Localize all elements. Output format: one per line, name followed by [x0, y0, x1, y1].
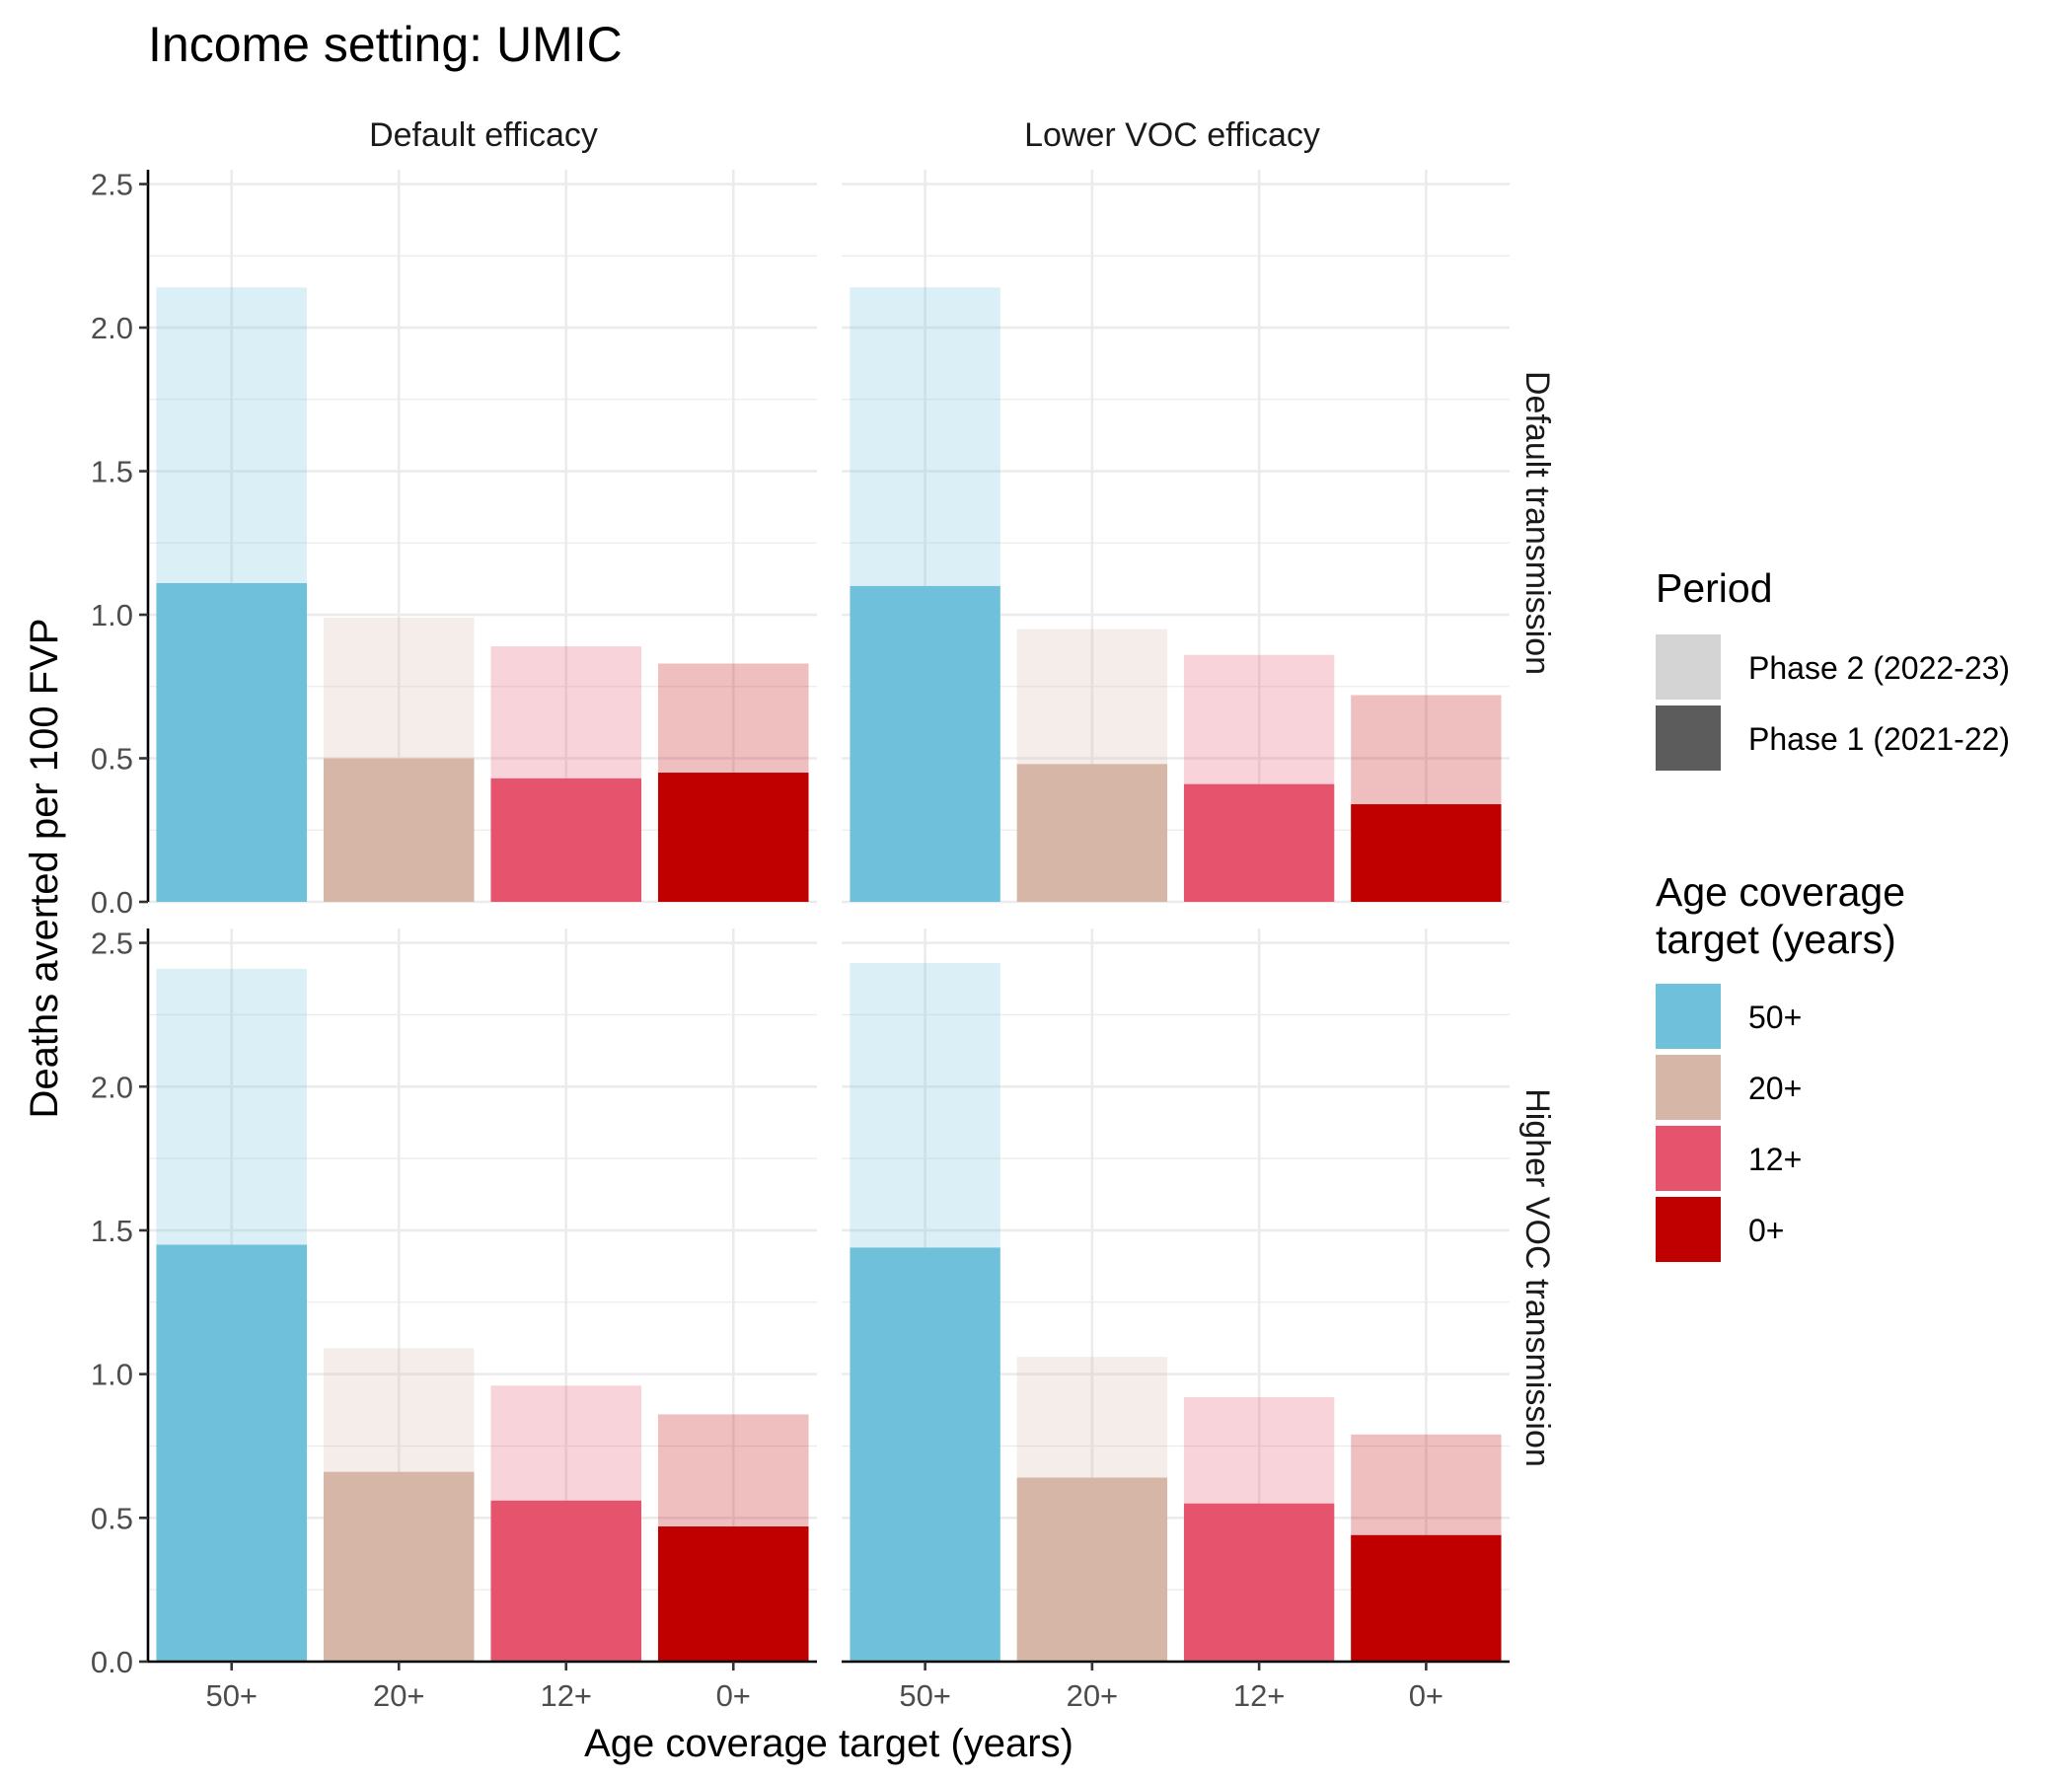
- bar-phase1-12plus: [1183, 1503, 1335, 1662]
- x-tick-label: 12+: [540, 1678, 592, 1713]
- legend-key-period-1: [1656, 634, 1721, 700]
- facet-col-label-default-efficacy: Default efficacy: [369, 116, 598, 154]
- legend-title-period: Period: [1656, 565, 1773, 611]
- chart-title: Income setting: UMIC: [148, 17, 623, 72]
- bar-phase1-50plus: [850, 1247, 1000, 1662]
- y-tick-label: 2.5: [91, 168, 133, 202]
- bar-phase1-12plus: [490, 778, 642, 902]
- legend-key-age-12plus: [1656, 1126, 1721, 1191]
- x-tick-label: 0+: [716, 1678, 751, 1713]
- bar-phase1-12plus: [490, 1500, 642, 1662]
- facet-row-label-higher-voc-transmission: Higher VOC transmission: [1518, 1088, 1556, 1467]
- y-tick-label: 1.5: [91, 1214, 133, 1248]
- panel-2: 0.0 0.5 1.0 1.5 2.0 2.5 50+ 20+ 12+ 0+: [91, 927, 817, 1713]
- y-tick-label: 0.0: [91, 1645, 133, 1679]
- bar-phase1-20plus: [323, 758, 475, 902]
- legend-key-age-0plus: [1656, 1197, 1721, 1262]
- y-tick-label: 1.5: [91, 455, 133, 489]
- bar-phase1-20plus: [1016, 1477, 1168, 1662]
- y-tick-label: 0.5: [91, 742, 133, 777]
- legend-label-age-12plus: 12+: [1748, 1142, 1802, 1177]
- bar-phase1-50plus: [156, 583, 308, 902]
- legend-key-age-50plus: [1656, 984, 1721, 1049]
- panel-1: [842, 170, 1510, 904]
- legend-label-age-50plus: 50+: [1748, 1000, 1802, 1035]
- legend-title-age-line1: Age coverage: [1656, 869, 1905, 915]
- legend-title-age-line2: target (years): [1656, 917, 1896, 962]
- legend-key-period-2: [1656, 705, 1721, 771]
- legend-key-age-20plus: [1656, 1055, 1721, 1120]
- facet-col-label-lower-voc-efficacy: Lower VOC efficacy: [1024, 116, 1320, 154]
- bar-phase1-0plus: [657, 1526, 809, 1662]
- y-tick-label: 2.0: [91, 311, 133, 345]
- x-tick-label: 50+: [899, 1678, 951, 1713]
- bar-phase1-12plus: [1183, 783, 1335, 902]
- legend: Period Phase 2 (2022-23) Phase 1 (2021-22)…: [1656, 565, 2010, 1262]
- panels-layer: 0.0 0.5 1.0 1.5 2.0 2.5 0.0 0.5 1.0 1.5 2.0 2.5 50+ 2…: [91, 168, 1510, 1713]
- panel-3: 50+ 20+ 12+ 0+: [842, 928, 1510, 1713]
- x-tick-label: 20+: [1067, 1678, 1119, 1713]
- panel-0: 0.0 0.5 1.0 1.5 2.0 2.5: [91, 168, 817, 920]
- y-tick-label: 0.5: [91, 1501, 133, 1535]
- x-tick-label: 20+: [373, 1678, 425, 1713]
- y-tick-label: 2.5: [91, 927, 133, 961]
- y-axis-title: Deaths averted per 100 FVP: [23, 619, 66, 1119]
- legend-label-age-0plus: 0+: [1748, 1213, 1784, 1248]
- x-tick-label: 0+: [1409, 1678, 1443, 1713]
- bar-phase1-50plus: [850, 585, 1000, 902]
- bar-phase1-0plus: [1351, 804, 1502, 902]
- y-tick-label: 1.0: [91, 598, 133, 632]
- y-tick-label: 2.0: [91, 1070, 133, 1104]
- facet-row-label-default-transmission: Default transmission: [1518, 371, 1556, 675]
- x-axis-title: Age coverage target (years): [584, 1722, 1073, 1765]
- bar-phase1-50plus: [156, 1244, 308, 1662]
- bar-phase1-0plus: [657, 773, 809, 902]
- bar-phase1-0plus: [1351, 1534, 1502, 1662]
- x-tick-label: 50+: [205, 1678, 258, 1713]
- legend-label-period-1: Phase 2 (2022-23): [1748, 650, 2010, 686]
- y-tick-label: 1.0: [91, 1358, 133, 1392]
- x-tick-label: 12+: [1233, 1678, 1286, 1713]
- bar-phase1-20plus: [323, 1471, 475, 1662]
- legend-label-period-2: Phase 1 (2021-22): [1748, 721, 2010, 757]
- bar-phase1-20plus: [1016, 764, 1168, 902]
- y-tick-label: 0.0: [91, 885, 133, 920]
- legend-label-age-20plus: 20+: [1748, 1071, 1802, 1106]
